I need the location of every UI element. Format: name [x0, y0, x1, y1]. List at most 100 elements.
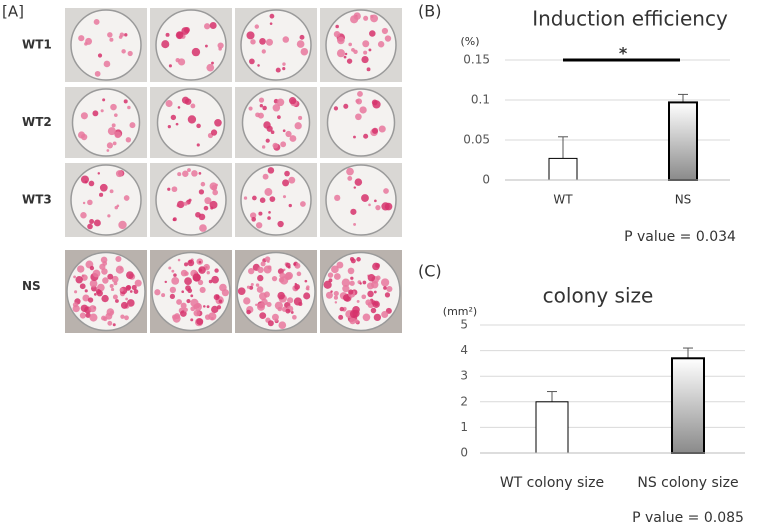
bar: [671, 357, 705, 454]
colony: [372, 100, 381, 109]
colony: [356, 257, 361, 262]
colony: [177, 200, 185, 209]
colony: [209, 200, 218, 209]
colony: [125, 137, 132, 143]
colony: [107, 320, 113, 326]
colony: [171, 269, 175, 273]
colony: [370, 307, 377, 314]
colony: [272, 104, 281, 112]
colony: [356, 299, 360, 303]
colony: [115, 265, 124, 274]
colony: [350, 276, 354, 280]
colony: [97, 172, 101, 175]
colony: [384, 35, 392, 42]
colony: [381, 27, 389, 35]
colony: [198, 172, 202, 175]
colony: [257, 266, 264, 274]
colony: [256, 286, 264, 293]
colony: [203, 23, 211, 30]
colony: [292, 314, 297, 320]
colony: [209, 22, 217, 29]
colony: [183, 307, 188, 313]
colony: [248, 58, 255, 65]
colony: [181, 96, 190, 104]
colony: [187, 115, 197, 124]
colony: [268, 211, 271, 214]
colony: [123, 195, 130, 201]
colony: [353, 186, 357, 189]
colony: [349, 280, 355, 286]
colony: [334, 301, 338, 304]
colony: [260, 261, 266, 267]
colony: [250, 282, 254, 287]
colony: [161, 293, 166, 298]
colony: [184, 262, 189, 267]
x-tick-label: NS: [675, 193, 692, 207]
colony: [258, 211, 263, 216]
dish: [70, 164, 142, 236]
colony: [206, 63, 215, 72]
colony: [177, 172, 182, 177]
dish: [325, 164, 397, 236]
colony: [284, 170, 290, 177]
bar: [548, 157, 578, 181]
colony: [215, 183, 218, 187]
colony: [363, 50, 368, 55]
row-label: WT1: [22, 38, 52, 52]
colony: [101, 315, 106, 321]
colony: [203, 305, 206, 308]
colony: [93, 219, 101, 227]
colony: [294, 122, 302, 130]
colony: [300, 47, 309, 56]
colony: [192, 273, 201, 282]
colony: [182, 170, 189, 178]
colony: [176, 299, 182, 305]
colony: [183, 201, 188, 206]
colony: [336, 261, 344, 269]
colony: [354, 178, 363, 186]
colony: [78, 35, 85, 42]
colony: [327, 272, 334, 278]
colony: [349, 317, 356, 325]
x-tick-label: WT: [553, 193, 573, 207]
colony: [119, 32, 125, 37]
colony: [282, 129, 286, 133]
colony: [198, 266, 206, 274]
colony: [262, 173, 269, 180]
colony: [384, 202, 393, 211]
colony: [266, 301, 272, 308]
colony: [121, 49, 126, 54]
colony: [365, 299, 372, 306]
colony: [124, 315, 129, 321]
colony: [112, 141, 117, 146]
dish: [70, 9, 142, 81]
colony: [187, 288, 193, 294]
colony: [95, 288, 101, 295]
colony: [99, 183, 108, 192]
colony: [343, 103, 349, 109]
bar: [535, 401, 569, 454]
colony: [250, 39, 256, 45]
colony: [258, 97, 265, 103]
colony: [257, 274, 264, 282]
colony: [371, 300, 376, 305]
colony: [123, 99, 128, 104]
colony: [186, 298, 191, 304]
colony: [208, 312, 217, 321]
colony: [113, 281, 118, 286]
colony: [79, 283, 86, 290]
colony: [288, 176, 296, 184]
colony: [276, 98, 285, 107]
colony: [350, 208, 357, 215]
row-label: NS: [22, 279, 41, 293]
colony: [285, 130, 292, 138]
colony: [125, 297, 128, 301]
colony: [115, 170, 123, 178]
colony: [368, 48, 372, 52]
colony: [246, 285, 250, 289]
panel-label: (C): [418, 262, 442, 281]
colony: [107, 32, 113, 38]
colony: [100, 109, 104, 113]
colony: [72, 302, 78, 308]
colony: [74, 290, 78, 294]
